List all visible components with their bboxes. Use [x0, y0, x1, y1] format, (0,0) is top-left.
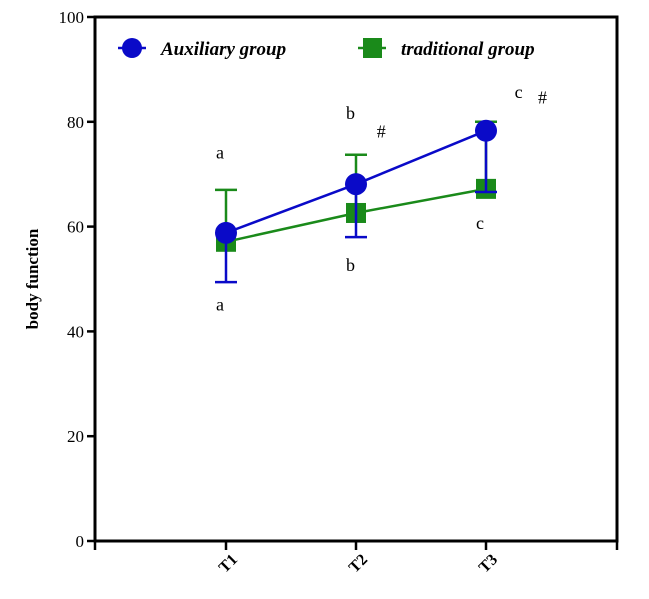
annotation: a	[216, 142, 224, 162]
y-tick-label: 60	[67, 218, 84, 237]
y-tick-label: 20	[67, 427, 84, 446]
y-tick-label: 80	[67, 113, 84, 132]
annotation: c	[476, 213, 484, 233]
y-tick-label: 0	[76, 532, 85, 551]
data-point	[475, 119, 497, 142]
data-point	[215, 221, 237, 244]
x-tick-label: T1	[216, 551, 241, 576]
annotation: b	[346, 103, 355, 123]
y-tick-label: 40	[67, 322, 84, 341]
annotation: #	[538, 87, 547, 107]
annotation: #	[377, 122, 386, 142]
x-tick-label: T3	[476, 551, 501, 576]
annotation: c	[515, 82, 523, 102]
annotation: b	[346, 255, 355, 275]
y-axis-label: body function	[23, 228, 42, 329]
legend-marker	[363, 38, 382, 58]
annotation: a	[216, 294, 224, 314]
legend-label: Auxiliary group	[160, 39, 286, 60]
y-tick-label: 100	[59, 8, 85, 27]
legend-label: traditional group	[401, 39, 535, 60]
legend-marker	[122, 38, 142, 58]
x-tick-label: T2	[346, 551, 371, 576]
data-point	[345, 173, 367, 196]
